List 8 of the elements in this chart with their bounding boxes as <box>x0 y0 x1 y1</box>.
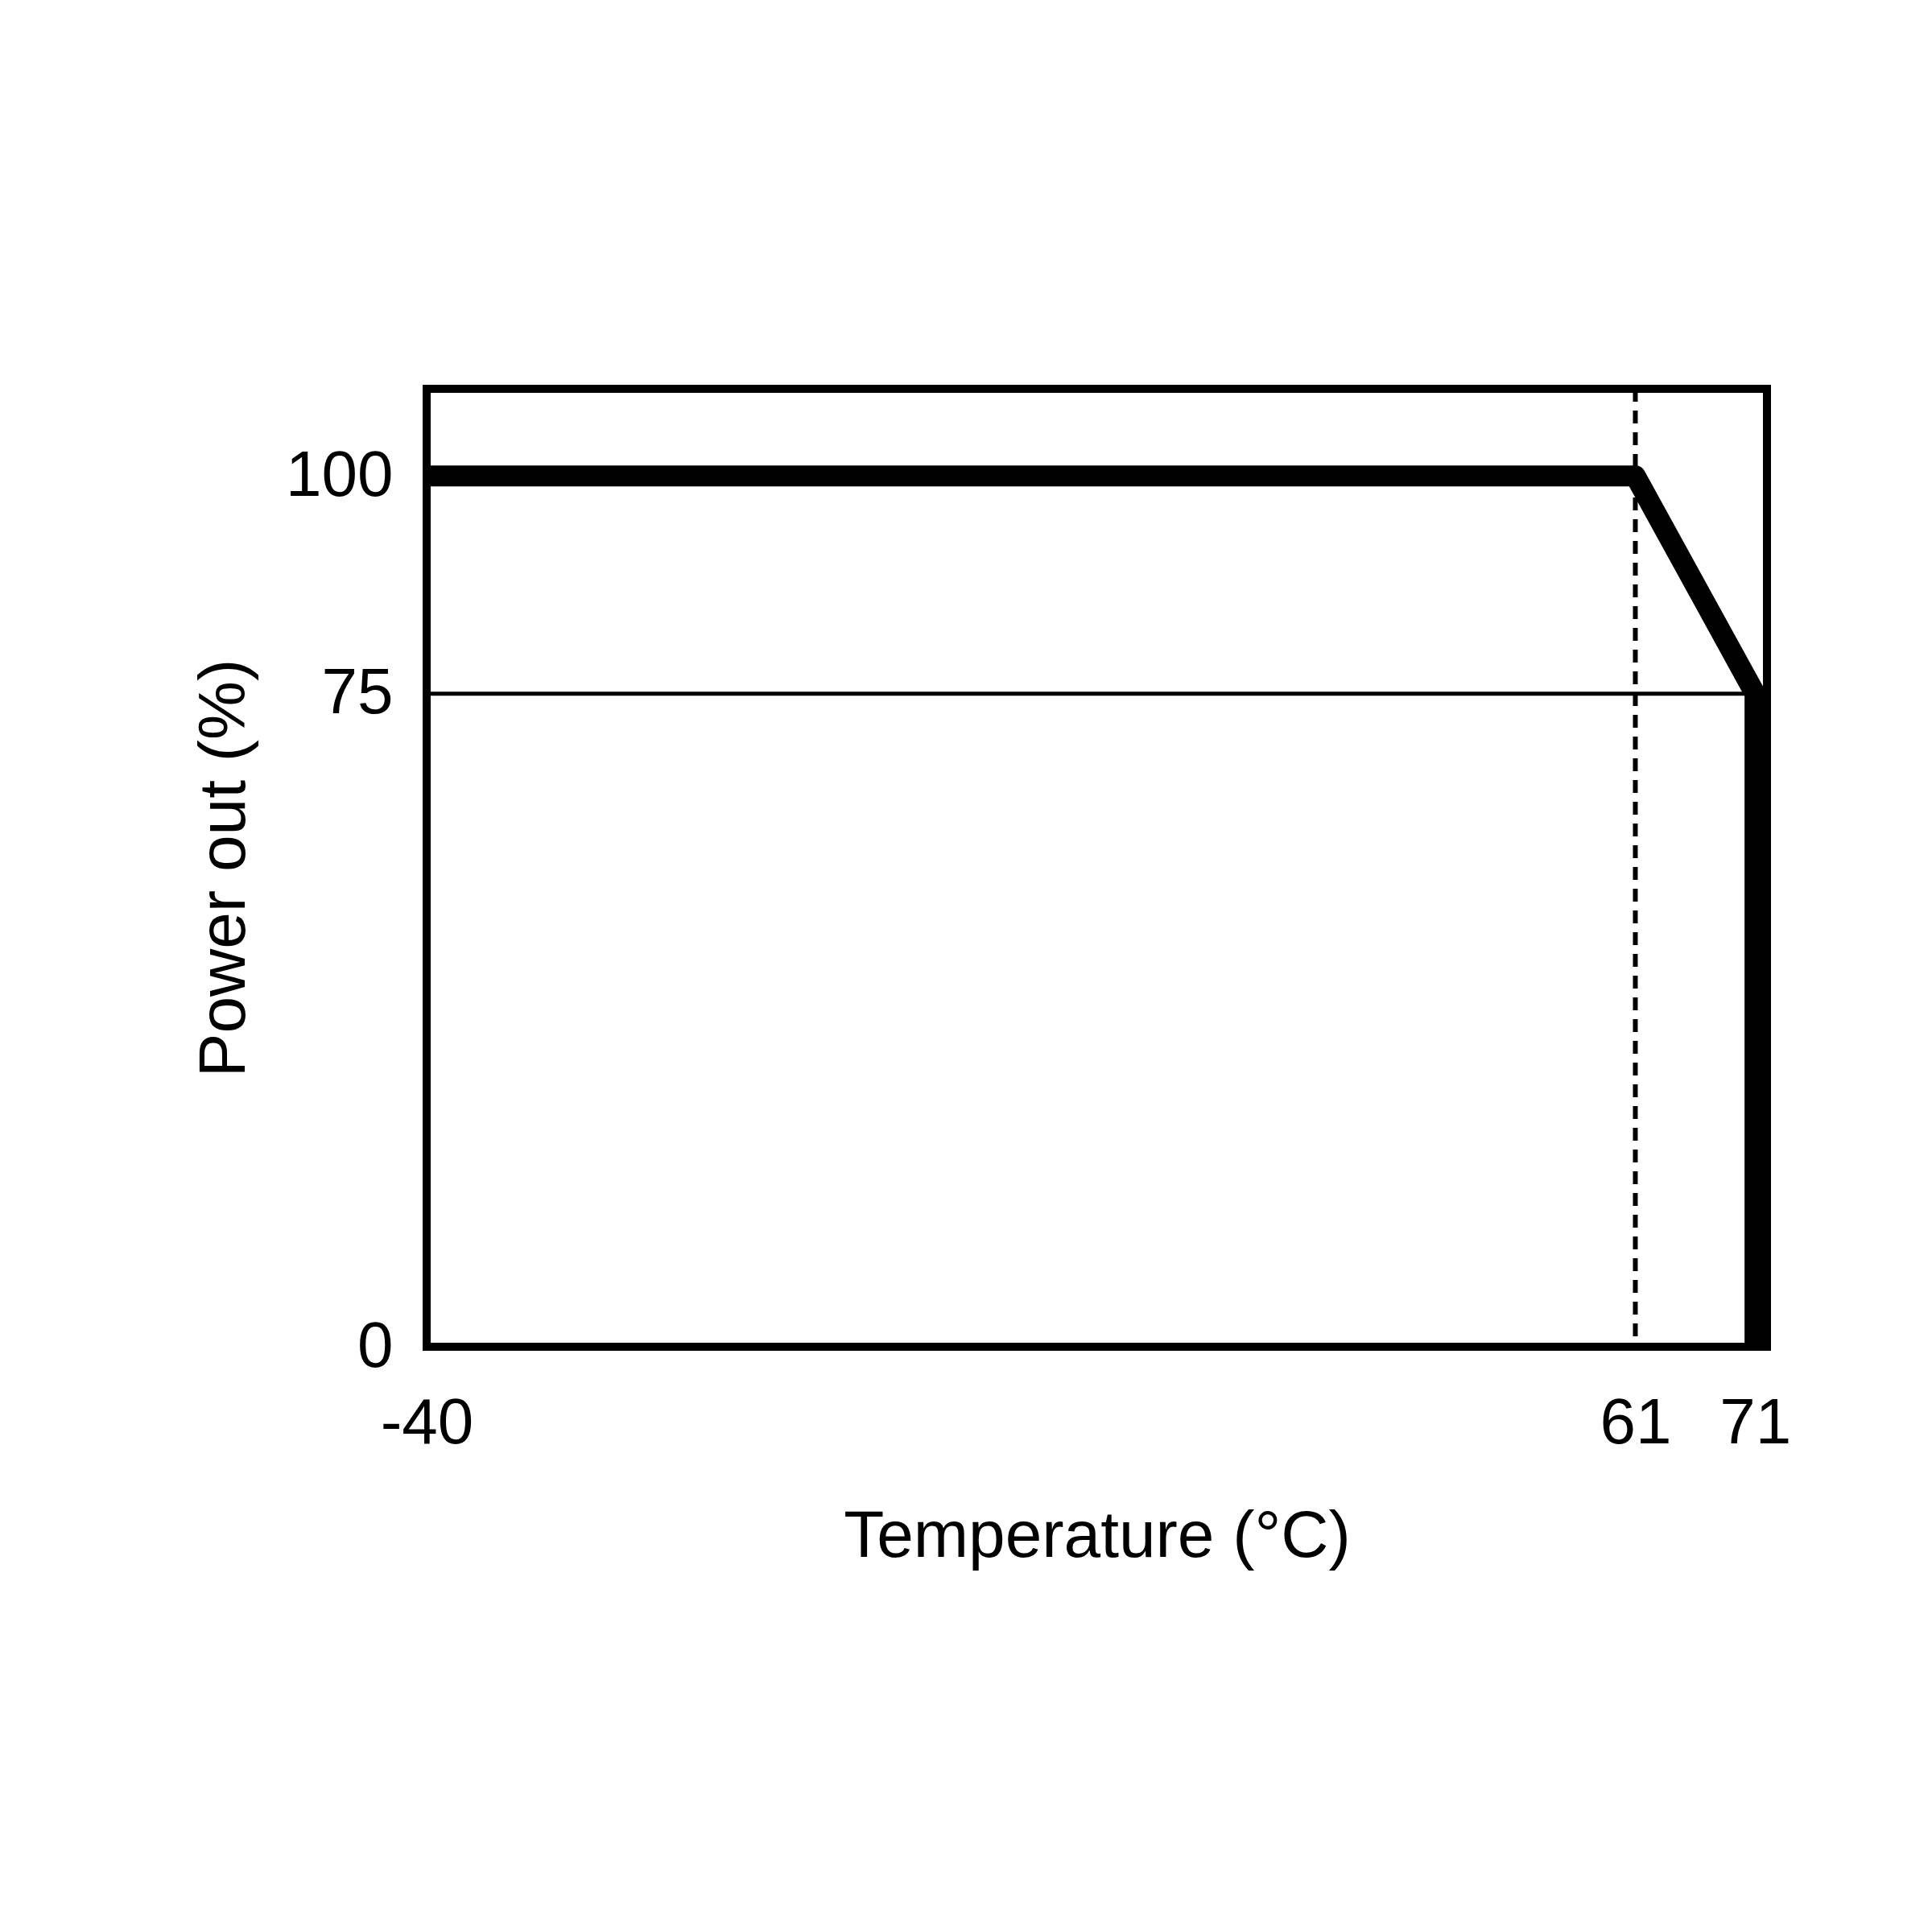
y-tick-label: 100 <box>286 437 394 510</box>
x-tick-label: 61 <box>1600 1385 1672 1457</box>
y-tick-label: 0 <box>357 1308 394 1381</box>
x-tick-label: -40 <box>380 1385 474 1457</box>
x-axis-title: Temperature (°C) <box>844 1496 1351 1571</box>
y-axis-title: Power out (%) <box>185 658 259 1078</box>
x-tick-label: 71 <box>1719 1385 1792 1457</box>
y-tick-label: 75 <box>321 655 394 728</box>
